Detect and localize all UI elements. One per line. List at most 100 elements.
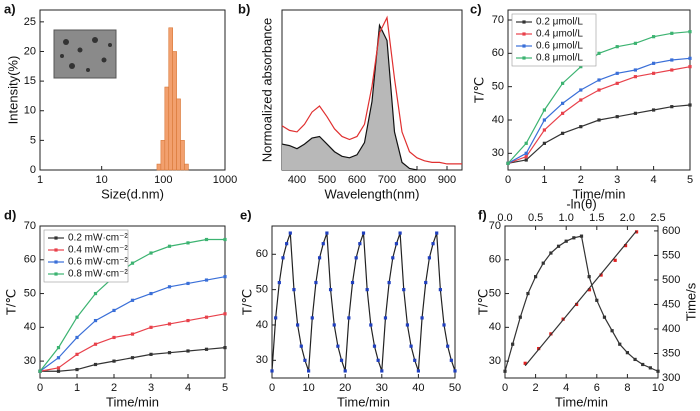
- marker: [299, 344, 303, 348]
- marker: [303, 358, 307, 362]
- marker: [321, 242, 325, 246]
- histogram-bar: [172, 51, 177, 171]
- x-tick-label: 1000: [213, 174, 237, 186]
- marker: [615, 81, 619, 85]
- marker: [149, 352, 153, 356]
- marker: [446, 344, 450, 348]
- marker: [633, 75, 637, 79]
- marker: [561, 131, 565, 135]
- plot-frame: [39, 9, 226, 171]
- x2-tick-label: 0.0: [497, 212, 512, 224]
- y-axis-label: Normoalized absorbance: [259, 18, 274, 163]
- area: [282, 25, 417, 170]
- y-tick-label: 60: [489, 254, 501, 266]
- legend-marker: [522, 32, 526, 36]
- panel-label: a): [4, 1, 16, 16]
- marker: [204, 278, 209, 282]
- y-tick-label: 5: [30, 134, 36, 146]
- plot-frame: [504, 225, 659, 379]
- marker: [343, 369, 347, 373]
- marker: [398, 231, 402, 235]
- marker: [93, 362, 98, 367]
- marker: [652, 71, 656, 75]
- x-tick-label: 10: [302, 382, 314, 394]
- marker: [336, 344, 340, 348]
- y-tick-label: 0: [30, 164, 36, 176]
- y-tick-label: 20: [24, 45, 36, 57]
- marker: [587, 275, 591, 279]
- y2-tick-label: 300: [662, 372, 680, 384]
- marker: [369, 323, 373, 327]
- panel-label: d): [4, 207, 16, 222]
- line: [271, 232, 456, 372]
- marker: [633, 111, 637, 115]
- x-tick-label: 1: [541, 174, 547, 186]
- panel-label: f): [478, 207, 487, 222]
- marker: [380, 369, 384, 373]
- marker: [307, 369, 311, 373]
- line: [504, 235, 659, 372]
- x-tick-label: 8: [624, 382, 630, 394]
- marker: [186, 281, 190, 286]
- legend-marker: [54, 248, 58, 252]
- marker: [534, 275, 538, 279]
- y-axis-label: T/℃: [3, 289, 18, 315]
- x-tick-label: 3: [614, 174, 620, 186]
- tem-inset: [53, 29, 117, 79]
- marker: [579, 98, 583, 102]
- x-axis-label: Wavelength(nm): [325, 186, 420, 201]
- marker: [595, 298, 599, 302]
- marker: [167, 244, 172, 248]
- x-tick-label: 0: [502, 382, 508, 394]
- legend-label: 0.6 μmol/L: [536, 41, 583, 52]
- legend-marker: [522, 44, 526, 48]
- y-tick-label: 30: [24, 355, 36, 367]
- marker: [56, 346, 61, 350]
- legend-frame: [511, 13, 597, 67]
- x-tick-label: 5: [687, 174, 693, 186]
- x-tick-label: 4: [651, 174, 657, 186]
- marker: [112, 308, 116, 313]
- marker: [186, 349, 190, 353]
- marker: [579, 234, 584, 238]
- marker: [542, 108, 546, 112]
- plot-frame: [507, 9, 691, 171]
- marker: [277, 280, 281, 285]
- panel: f) 0 2 4 6 8 10 30 40 50 60 700.0 0.5 1.0 1.5 2.0 2.5 300…: [475, 196, 698, 409]
- y2-tick-label: 500: [662, 274, 680, 286]
- marker: [524, 158, 528, 162]
- marker: [503, 369, 507, 373]
- x-tick-label: 10: [652, 382, 664, 394]
- marker: [579, 88, 583, 92]
- y-tick-label: 10: [24, 105, 36, 117]
- marker: [296, 323, 300, 327]
- y2-axis-label: Time/s: [683, 282, 698, 321]
- x-axis-label: Size(d.nm): [101, 186, 164, 201]
- marker: [167, 285, 172, 289]
- legend-label: 0.4 μmol/L: [536, 29, 583, 40]
- marker: [561, 81, 565, 85]
- x-tick-label: 30: [376, 382, 388, 394]
- panel: e) 0 10 20 30 40 50 30 40 50 60 Time/min T/℃: [239, 207, 461, 409]
- line: [524, 230, 638, 367]
- histogram-bar: [180, 140, 185, 171]
- marker: [633, 41, 637, 45]
- y2-tick-label: 600: [662, 225, 680, 237]
- marker: [405, 323, 410, 327]
- marker: [372, 344, 377, 348]
- marker: [688, 65, 692, 69]
- x2-tick-label: 1.0: [559, 212, 574, 224]
- marker: [270, 369, 274, 373]
- x-tick-label: 400: [288, 174, 306, 186]
- x-tick-label: 40: [412, 382, 424, 394]
- x-tick-label: 0: [269, 382, 275, 394]
- y-tick-label: 70: [24, 220, 36, 232]
- marker: [427, 256, 431, 260]
- marker: [652, 35, 656, 39]
- marker: [328, 288, 333, 292]
- y-axis-label: T/℃: [475, 289, 490, 315]
- marker: [424, 280, 428, 285]
- x-tick-label: 500: [318, 174, 336, 186]
- marker: [613, 258, 617, 262]
